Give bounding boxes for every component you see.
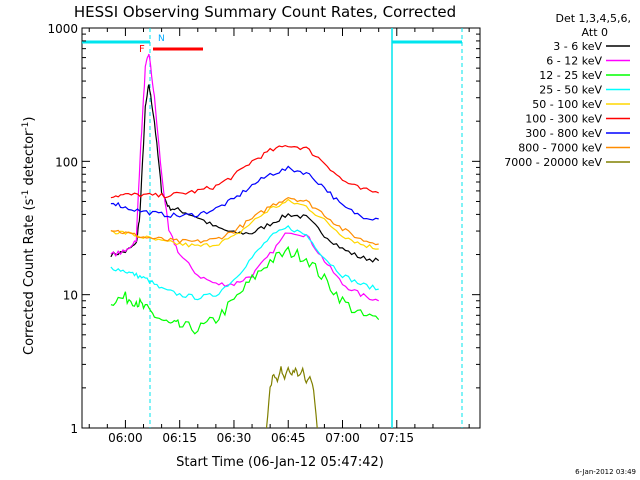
- series-line-4: [110, 225, 379, 301]
- x-tick-label: 06:15: [162, 431, 197, 445]
- y-axis-label-part3: ): [22, 117, 37, 122]
- series-line-6: [110, 144, 379, 199]
- x-axis-ticks: 06:00 06:15 06:30 06:45 07:00 07:15: [88, 28, 470, 445]
- flare-flag-N: N: [158, 34, 165, 44]
- plot-frame: [81, 27, 481, 429]
- x-tick-label: 07:00: [325, 431, 360, 445]
- series-line-9: [265, 365, 318, 429]
- legend-label: 100 - 300 keV: [525, 113, 602, 126]
- series-line-8: [110, 196, 379, 246]
- y-tick-label: 1: [70, 422, 78, 436]
- y-tick-label: 1000: [47, 22, 78, 36]
- legend-label: 25 - 50 keV: [539, 84, 602, 97]
- y-axis-label-sup2: -1: [21, 122, 31, 131]
- legend-header-line2: Att 0: [582, 26, 608, 39]
- series-group: [110, 53, 380, 429]
- legend-label: 12 - 25 keV: [539, 69, 602, 82]
- x-tick-label: 06:00: [108, 431, 143, 445]
- series-line-7: [110, 165, 379, 221]
- y-axis-ticks: 1 10 100 1000: [47, 22, 480, 436]
- x-axis-label: Start Time (06-Jan-12 05:47:42): [176, 455, 384, 470]
- y-tick-label: 100: [55, 155, 78, 169]
- y-axis-label: Corrected Count Rate (s-1 detector-1): [21, 117, 37, 355]
- x-tick-label: 06:30: [217, 431, 252, 445]
- x-tick-label: 06:45: [271, 431, 306, 445]
- legend-label: 800 - 7000 keV: [518, 142, 602, 155]
- y-axis-label-sup1: -1: [21, 190, 31, 199]
- plot-area: F N 06:00 06:15 06:30 06:45 07:00 07:15 1 10 10…: [47, 22, 481, 445]
- y-tick-label: 10: [63, 289, 78, 303]
- legend-label: 50 - 100 keV: [532, 98, 602, 111]
- plot-timestamp: 6-Jan-2012 03:49: [575, 468, 636, 476]
- legend-label: 6 - 12 keV: [546, 55, 602, 68]
- chart-title: HESSI Observing Summary Count Rates, Cor…: [74, 3, 456, 21]
- series-line-1: [110, 84, 380, 263]
- series-line-3: [110, 245, 380, 335]
- flare-flag-F: F: [139, 44, 145, 55]
- legend-label: 3 - 6 keV: [553, 40, 602, 53]
- y-axis-label-part1: Corrected Count Rate (s: [22, 198, 37, 355]
- legend-label: 7000 - 20000 keV: [504, 156, 602, 169]
- y-axis-label-part2: detector: [22, 130, 37, 190]
- series-line-2: [110, 53, 379, 302]
- legend-header-line1: Det 1,3,4,5,6,: [555, 12, 631, 25]
- legend-label: 300 - 800 keV: [525, 127, 602, 140]
- x-tick-label: 07:15: [379, 431, 414, 445]
- legend: Det 1,3,4,5,6, Att 0 3 - 6 keV 6 - 12 keV…: [504, 12, 631, 169]
